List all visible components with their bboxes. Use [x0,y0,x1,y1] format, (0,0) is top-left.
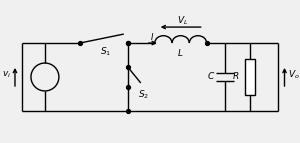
Text: $L$: $L$ [178,46,184,57]
Text: $R$: $R$ [232,70,239,82]
Text: $C$: $C$ [206,70,215,82]
Text: $V_o$: $V_o$ [288,69,299,81]
Bar [244,59,255,95]
Text: $I$: $I$ [150,31,154,42]
Text: $V_L$: $V_L$ [177,15,188,27]
Text: $v_i$: $v_i$ [2,70,11,80]
Text: $S_2$: $S_2$ [138,89,149,101]
Text: $S_1$: $S_1$ [100,46,111,58]
